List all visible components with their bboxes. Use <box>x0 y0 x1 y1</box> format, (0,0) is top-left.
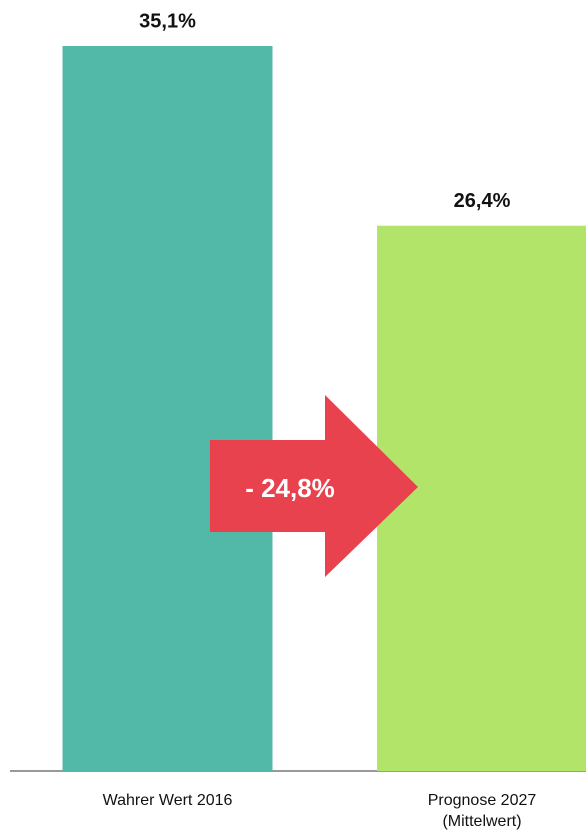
annotation: - 24,8% <box>245 473 335 503</box>
value-label: 35,1% <box>139 10 196 32</box>
value-label: 26,4% <box>454 190 511 212</box>
bar <box>62 46 273 771</box>
arrow <box>210 395 418 577</box>
bar <box>377 225 586 771</box>
x-tick-label: Prognose 2027 (Mittelwert) <box>427 792 537 830</box>
x-tick-label: Wahrer Wert 2016 <box>102 792 233 809</box>
